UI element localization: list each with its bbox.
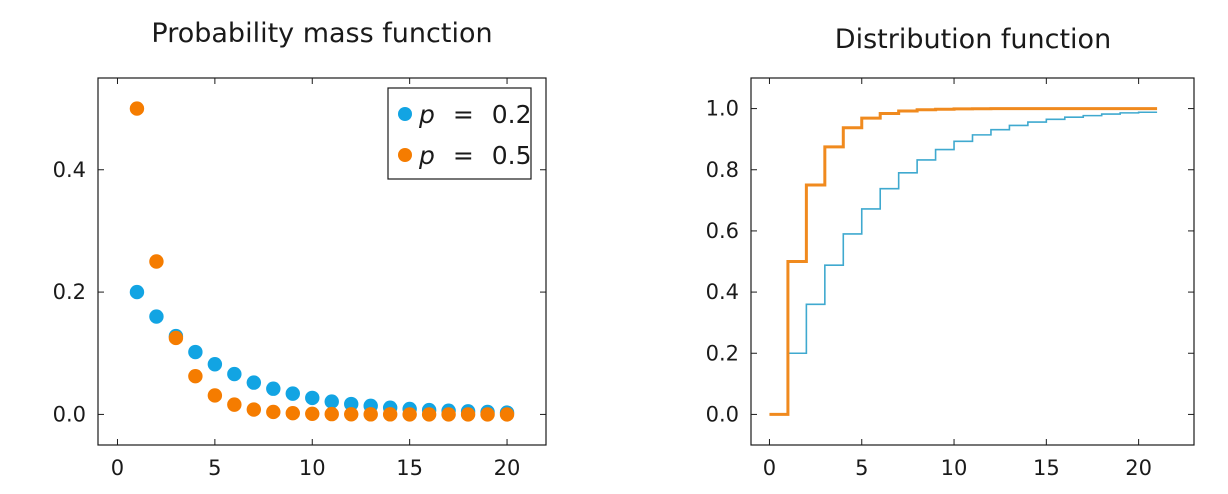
pmf-y-axis: 0.0 0.2 0.4: [53, 158, 546, 426]
pmf-point-p05: [207, 388, 223, 403]
pmf-point-p05: [266, 404, 281, 420]
pmf-xtick-label: 5: [208, 456, 221, 480]
pmf-point-p05: [421, 407, 437, 422]
pmf-ytick-label: 0.4: [53, 158, 86, 182]
cdf-xtick-label: 0: [763, 456, 776, 480]
pmf-point-p05: [246, 402, 262, 417]
cdf-ytick-label: 0.4: [706, 280, 739, 304]
pmf-point-p02: [266, 381, 281, 396]
pmf-point-p05: [480, 407, 495, 422]
cdf-ytick-label: 0.8: [706, 158, 739, 182]
cdf-chart: Distribution function 0 5 10 15 20 0.0 0.2 0.4…: [706, 24, 1195, 480]
pmf-ytick-label: 0.0: [53, 402, 86, 426]
pmf-point-p05: [324, 406, 339, 422]
pmf-points: [129, 101, 515, 422]
pmf-ytick-label: 0.2: [53, 280, 86, 304]
legend-marker-p05: [398, 148, 412, 162]
pmf-chart: Probability mass function 0 5 10 15 20 0.00.…: [53, 18, 547, 480]
pmf-point-p02: [305, 390, 320, 406]
cdf-title: Distribution function: [835, 24, 1111, 55]
pmf-title: Probability mass function: [151, 18, 492, 49]
cdf-ytick-label: 1.0: [706, 97, 739, 121]
pmf-point-p02: [227, 366, 242, 382]
pmf-plot-frame: [97, 77, 547, 446]
cdf-xtick-label: 10: [941, 456, 968, 480]
pmf-xtick-label: 10: [299, 456, 326, 480]
pmf-xtick-label: 0: [111, 456, 124, 480]
pmf-point-p05: [285, 405, 300, 421]
pmf-point-p05: [227, 397, 242, 412]
pmf-point-p02: [324, 394, 339, 409]
cdf-y-axis: 0.0 0.2 0.4 0.6 0.8 1.0: [706, 97, 1194, 426]
pmf-xtick-label: 20: [494, 456, 521, 480]
pmf-point-p05: [344, 407, 359, 422]
pmf-point-p02: [285, 386, 300, 401]
pmf-x-axis: 0 5 10 15 20: [111, 78, 521, 480]
pmf-point-p02: [188, 344, 203, 360]
pmf-point-p05: [460, 407, 476, 422]
pmf-point-p05: [382, 407, 398, 422]
cdf-xtick-label: 15: [1033, 456, 1060, 480]
pmf-legend: p = 0.2 p = 0.5: [387, 87, 532, 180]
pmf-point-p05: [305, 406, 320, 422]
pmf-point-p05: [402, 407, 417, 422]
pmf-point-p05: [363, 407, 378, 422]
cdf-plot-frame: [750, 77, 1195, 446]
legend-label-p05: p = 0.5: [418, 141, 532, 170]
cdf-series-line-p02: [769, 111, 1158, 416]
cdf-series-line-p05: [769, 107, 1158, 416]
cdf-lines: [769, 107, 1158, 416]
legend-frame: [387, 87, 532, 180]
cdf-x-axis: 0 5 10 15 20: [763, 78, 1152, 480]
pmf-point-p05: [129, 101, 145, 116]
legend-marker-p02: [398, 107, 412, 121]
pmf-point-p02: [207, 357, 223, 372]
pmf-point-p05: [188, 368, 203, 384]
legend-label-p02: p = 0.2: [418, 100, 532, 129]
cdf-ytick-label: 0.0: [706, 402, 739, 426]
cdf-ytick-label: 0.6: [706, 219, 739, 243]
pmf-point-p02: [246, 375, 262, 390]
pmf-point-p05: [441, 407, 456, 422]
pmf-point-p05: [149, 254, 164, 269]
cdf-ytick-label: 0.2: [706, 341, 739, 365]
pmf-xtick-label: 15: [396, 456, 423, 480]
cdf-xtick-label: 20: [1125, 456, 1152, 480]
pmf-point-p02: [344, 396, 359, 412]
cdf-xtick-label: 5: [855, 456, 868, 480]
pmf-point-p05: [168, 330, 184, 346]
pmf-point-p05: [499, 407, 515, 422]
pmf-point-p02: [129, 284, 145, 300]
pmf-point-p02: [149, 309, 164, 324]
